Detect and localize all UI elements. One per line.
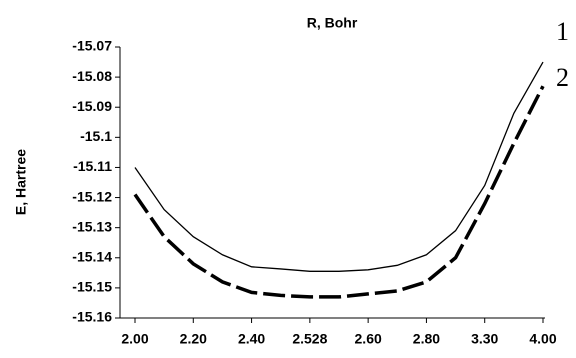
x-tick-label: 2.40: [238, 331, 265, 347]
y-axis-title: E, Hartree: [13, 149, 29, 215]
x-tick-label: 4.00: [529, 331, 556, 347]
y-tick-label: -15.16: [72, 309, 112, 325]
series-line: [133, 85, 545, 299]
y-tick-label: -15.12: [72, 188, 112, 204]
x-tick-label: 2.80: [413, 331, 440, 347]
y-tick-label: -15.14: [72, 248, 112, 264]
y-tick-label: -15.13: [72, 218, 112, 234]
x-tick-label: 2.60: [355, 331, 382, 347]
x-tick-label: 2.528: [292, 331, 327, 347]
y-tick-label: -15.11: [73, 158, 112, 174]
series-line: [134, 61, 544, 272]
y-tick-label: -15.15: [72, 279, 112, 295]
chart-title: R, Bohr: [307, 15, 358, 31]
y-tick-label: -15.08: [72, 68, 112, 84]
y-tick-label: -15.09: [72, 98, 112, 114]
y-tick-label: -15.07: [72, 38, 112, 54]
legend-label: 1: [556, 17, 569, 46]
x-tick-label: 3.30: [471, 331, 498, 347]
y-tick-label: -15.1: [80, 128, 112, 144]
x-tick-label: 2.20: [180, 331, 207, 347]
legend-label: 2: [556, 63, 569, 92]
x-tick-label: 2.00: [121, 331, 148, 347]
